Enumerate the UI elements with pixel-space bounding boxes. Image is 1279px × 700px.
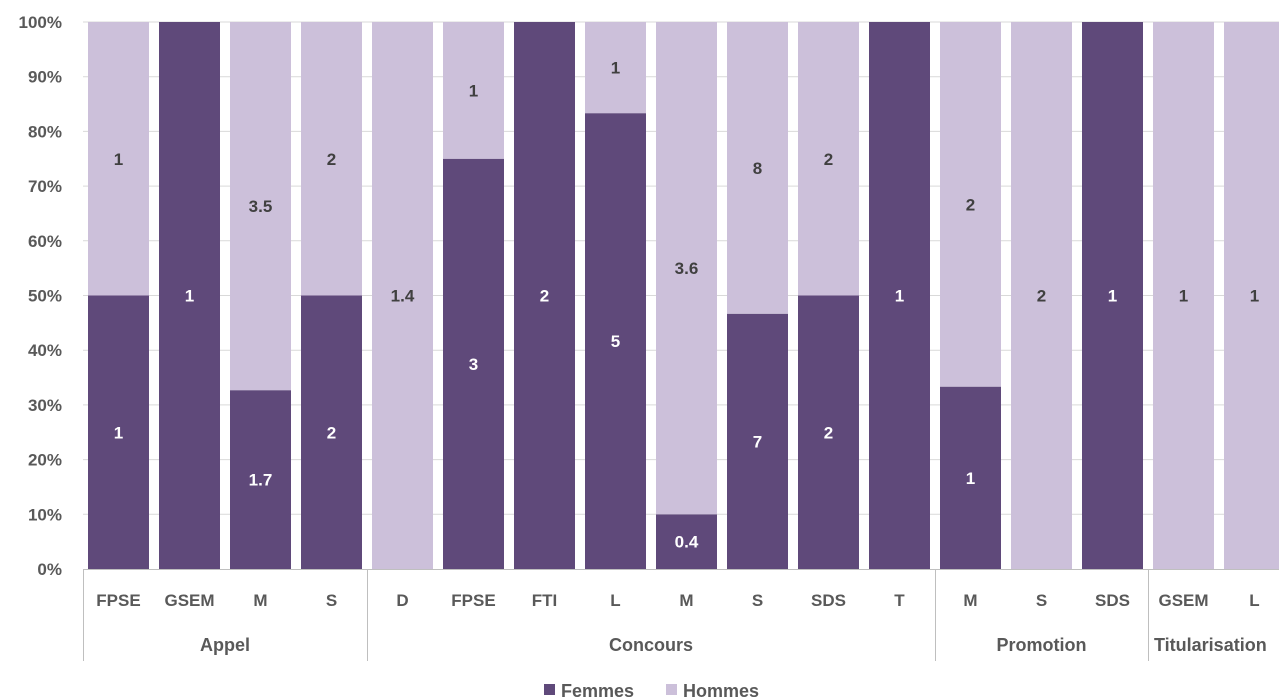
data-label-femmes: 7 <box>753 432 762 451</box>
bar-hommes <box>585 22 646 114</box>
x-category-label: L <box>1249 591 1259 610</box>
y-tick-label: 80% <box>28 122 62 141</box>
data-label-femmes: 0.4 <box>675 533 699 552</box>
bar-hommes <box>1224 22 1279 569</box>
data-label-hommes: 1 <box>114 150 123 169</box>
y-tick-label: 30% <box>28 396 62 415</box>
data-label-hommes: 3.5 <box>249 197 273 216</box>
data-label-hommes: 1 <box>469 81 478 100</box>
y-tick-label: 0% <box>37 560 62 579</box>
bar-femmes <box>656 514 717 569</box>
bar-femmes <box>301 295 362 569</box>
y-tick-label: 20% <box>28 451 62 470</box>
legend-label-femmes: Femmes <box>561 681 634 700</box>
data-label-hommes: 2 <box>966 195 975 214</box>
x-category-label: SDS <box>1095 591 1130 610</box>
bar-hommes <box>1011 22 1072 569</box>
bar-hommes <box>88 22 149 296</box>
bar-hommes <box>230 22 291 391</box>
bar-femmes <box>727 313 788 569</box>
legend: Femmes Hommes <box>544 681 759 700</box>
data-label-femmes: 2 <box>824 423 833 442</box>
y-tick-label: 90% <box>28 68 62 87</box>
x-category-label: T <box>894 591 905 610</box>
y-tick-label: 100% <box>19 13 62 32</box>
y-tick-label: 10% <box>28 505 62 524</box>
x-group-label: Concours <box>609 635 693 655</box>
data-label-hommes: 8 <box>753 159 762 178</box>
bars <box>88 22 1279 570</box>
y-tick-label: 40% <box>28 341 62 360</box>
x-group-label: Promotion <box>997 635 1087 655</box>
x-category-label: FPSE <box>96 591 140 610</box>
x-category-label: S <box>1036 591 1047 610</box>
data-label-femmes: 2 <box>540 287 549 306</box>
legend-swatch-hommes <box>666 684 677 695</box>
data-labels: 1 1 1 1.7 3.5 2 2 1.4 3 1 2 5 1 0.4 3.6 7 8 2 2 1 1 2 2 1 1 1 <box>114 59 1259 552</box>
bar-femmes <box>230 390 291 569</box>
legend-label-hommes: Hommes <box>683 681 759 700</box>
bar-hommes <box>301 22 362 296</box>
data-label-hommes: 2 <box>327 150 336 169</box>
data-label-hommes: 2 <box>824 150 833 169</box>
x-group-label: Appel <box>200 635 250 655</box>
data-label-femmes: 3 <box>469 355 478 374</box>
data-label-femmes: 1.7 <box>249 471 273 490</box>
data-label-hommes: 3.6 <box>675 259 699 278</box>
x-category-label: GSEM <box>164 591 214 610</box>
axes: 0% 10% 20% 30% 40% 50% 60% 70% 80% 90% 100% FPSE GSE… <box>19 13 1279 661</box>
x-group-label: Titularisation <box>1154 635 1267 655</box>
bar-femmes <box>159 22 220 569</box>
bar-hommes <box>656 22 717 515</box>
bar-hommes <box>1153 22 1214 569</box>
x-category-label: M <box>253 591 267 610</box>
data-label-femmes: 5 <box>611 332 620 351</box>
data-label-femmes: 1 <box>966 469 975 488</box>
bar-hommes <box>727 22 788 314</box>
bar-hommes <box>443 22 504 159</box>
data-label-hommes: 1 <box>1250 287 1259 306</box>
data-label-femmes: 2 <box>327 423 336 442</box>
data-label-femmes: 1 <box>1108 287 1117 306</box>
bar-femmes <box>798 295 859 569</box>
y-tick-label: 70% <box>28 177 62 196</box>
bar-femmes <box>585 113 646 570</box>
bar-hommes <box>940 22 1001 387</box>
x-category-label: D <box>396 591 408 610</box>
bar-femmes <box>443 158 504 569</box>
bar-hommes <box>798 22 859 296</box>
bar-femmes <box>1082 22 1143 569</box>
y-tick-label: 50% <box>28 287 62 306</box>
x-category-label: GSEM <box>1158 591 1208 610</box>
x-category-label: M <box>679 591 693 610</box>
x-category-label: L <box>610 591 620 610</box>
x-category-label: S <box>326 591 337 610</box>
data-label-femmes: 1 <box>114 423 123 442</box>
bar-femmes <box>514 22 575 569</box>
y-tick-label: 60% <box>28 232 62 251</box>
data-label-hommes: 1.4 <box>391 287 415 306</box>
bar-hommes <box>372 22 433 569</box>
x-category-label: FPSE <box>451 591 495 610</box>
bar-femmes <box>869 22 930 569</box>
data-label-hommes: 1 <box>1179 287 1188 306</box>
x-category-label: S <box>752 591 763 610</box>
legend-swatch-femmes <box>544 684 555 695</box>
data-label-femmes: 1 <box>185 287 194 306</box>
bar-femmes <box>88 295 149 569</box>
x-category-label: SDS <box>811 591 846 610</box>
data-label-femmes: 1 <box>895 287 904 306</box>
data-label-hommes: 2 <box>1037 287 1046 306</box>
bar-femmes <box>940 386 1001 569</box>
x-category-label: M <box>963 591 977 610</box>
x-category-label: FTI <box>532 591 558 610</box>
data-label-hommes: 1 <box>611 59 620 78</box>
